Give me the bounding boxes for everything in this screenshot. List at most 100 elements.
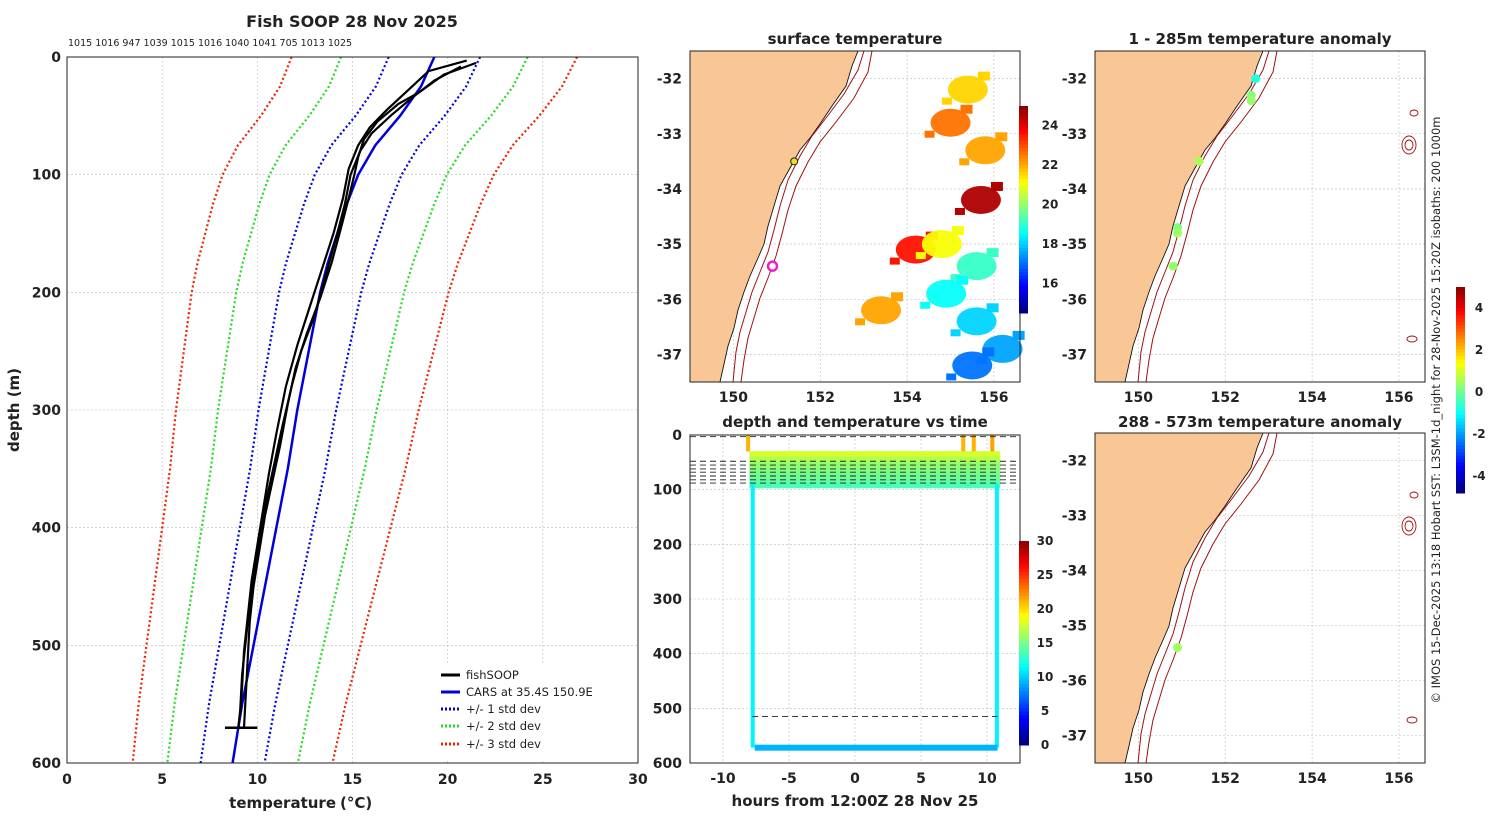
colorbar-segment (1456, 335, 1465, 339)
lat-tick-label: -37 (1062, 347, 1087, 363)
colorbar-segment (1019, 731, 1029, 736)
anomaly-lower-title: 288 - 573m temperature anomaly (1118, 413, 1402, 431)
y-tick-label: 0 (51, 50, 61, 66)
anomaly-colorbar-tick: 0 (1475, 385, 1483, 399)
colorbar-segment (1456, 352, 1465, 357)
sst-pixel-cluster (990, 181, 1003, 191)
colorbar-segment (1019, 278, 1028, 283)
anomaly-colorbar-tick: -2 (1472, 427, 1485, 441)
colorbar-segment (1019, 660, 1029, 664)
colorbar-segment (1019, 547, 1029, 552)
time-x-tick-label: -10 (710, 771, 736, 787)
colorbar-segment (1456, 444, 1465, 449)
y-tick-label: 100 (32, 168, 61, 184)
colorbar-segment (1019, 281, 1028, 286)
colorbar-segment (1456, 311, 1465, 315)
seamount-contour (1409, 491, 1419, 499)
x-tick-label: 0 (62, 772, 72, 788)
anomaly-lower-points (1173, 643, 1182, 652)
anomaly-lower-frame (1094, 432, 1426, 764)
colorbar-segment (1019, 292, 1028, 297)
colorbar-segment (1019, 116, 1028, 121)
time-y-tick-label: 600 (653, 756, 682, 772)
lon-tick-label: 156 (979, 390, 1008, 406)
colorbar-segment (1019, 275, 1028, 279)
profile-ylabel: depth (m) (5, 368, 23, 452)
anomaly-point (1251, 74, 1261, 84)
x-tick-label: 10 (248, 772, 268, 788)
cars-std3-minus-line (131, 56, 293, 764)
colorbar-segment (1019, 615, 1029, 620)
colorbar-segment (1456, 383, 1465, 388)
colorbar-segment (1019, 233, 1028, 238)
sst-isobath-200 (732, 50, 865, 383)
sst-map-title: surface temperature (768, 30, 943, 48)
colorbar-segment (1456, 396, 1465, 401)
colorbar-segment (1019, 123, 1028, 128)
lat-tick-label: -37 (657, 347, 682, 363)
colorbar-segment (1019, 133, 1028, 138)
seamount-contour (1404, 520, 1414, 532)
colorbar-segment (1019, 564, 1029, 569)
colorbar-segment (1019, 109, 1028, 114)
time-colorbar-tick: 0 (1041, 738, 1049, 752)
colorbar-segment (1019, 717, 1029, 722)
colorbar-segment (1019, 643, 1029, 647)
sst-pixel-cluster (960, 104, 973, 114)
colorbar-segment (1019, 707, 1029, 712)
colorbar-segment (1019, 244, 1028, 248)
lat-tick-label: -33 (657, 127, 682, 143)
anomaly-upper-title: 1 - 285m temperature anomaly (1128, 30, 1391, 48)
sst-pixel-cluster (950, 329, 961, 337)
colorbar-segment (1456, 300, 1465, 305)
colorbar-segment (1019, 271, 1028, 276)
colorbar-segment (1456, 414, 1465, 418)
colorbar-segment (1019, 663, 1029, 668)
x-tick-label: 5 (157, 772, 167, 788)
cast-vertical-trace (750, 484, 755, 748)
surface-spike (990, 435, 995, 452)
profile-panel: Fish SOOP 28 Nov 2025 1015 1016 947 1039… (5, 12, 648, 812)
surface-spike (746, 435, 751, 452)
colorbar-segment (1456, 420, 1465, 425)
sst-colorbar-tick: 16 (1042, 276, 1059, 290)
colorbar-segment (1019, 666, 1029, 671)
colorbar-segment (1456, 479, 1465, 484)
time-colorbar-tick: 10 (1037, 670, 1054, 684)
anomaly-point (1194, 156, 1204, 166)
sst-pixel-cluster (986, 248, 999, 258)
time-x-tick-label: -5 (781, 771, 797, 787)
anomaly-point (1173, 643, 1182, 652)
sst-pixel-cluster (956, 275, 969, 285)
colorbar-segment (1456, 455, 1465, 460)
colorbar-segment (1019, 161, 1028, 166)
colorbar-segment (1456, 290, 1465, 295)
lon-tick-label: 150 (1124, 390, 1153, 406)
colorbar-segment (1019, 649, 1029, 654)
colorbar-segment (1019, 299, 1028, 304)
lat-tick-label: -32 (657, 72, 682, 88)
sst-pixel-cluster (1012, 330, 1025, 340)
lat-tick-label: -32 (1062, 72, 1087, 88)
lon-tick-label: 154 (1297, 771, 1326, 787)
colorbar-segment (1019, 181, 1028, 186)
colorbar-segment (1019, 157, 1028, 162)
colorbar-segment (1019, 288, 1028, 293)
colorbar-segment (1019, 199, 1028, 204)
surface-spike (971, 435, 976, 452)
sst-stations (766, 157, 799, 272)
colorbar-segment (1019, 632, 1029, 637)
colorbar-segment (1019, 585, 1029, 590)
lon-tick-label: 154 (892, 390, 921, 406)
time-colorbar-tick: 25 (1037, 568, 1054, 582)
time-panel: depth and temperature vs time -10 -5 0 5 100… (653, 413, 1054, 810)
colorbar-segment (1456, 331, 1465, 336)
time-colorbar-tick: 20 (1037, 602, 1054, 616)
colorbar-segment (1019, 622, 1029, 627)
colorbar-segment (1019, 130, 1028, 135)
colorbar-segment (1456, 359, 1465, 364)
sst-map-panel: surface temperature 150 152 154 156 -32 -33 -3… (657, 30, 1059, 406)
sst-pixel-cluster (982, 347, 995, 357)
colorbar-segment (1019, 257, 1028, 262)
legend-box (435, 663, 635, 761)
